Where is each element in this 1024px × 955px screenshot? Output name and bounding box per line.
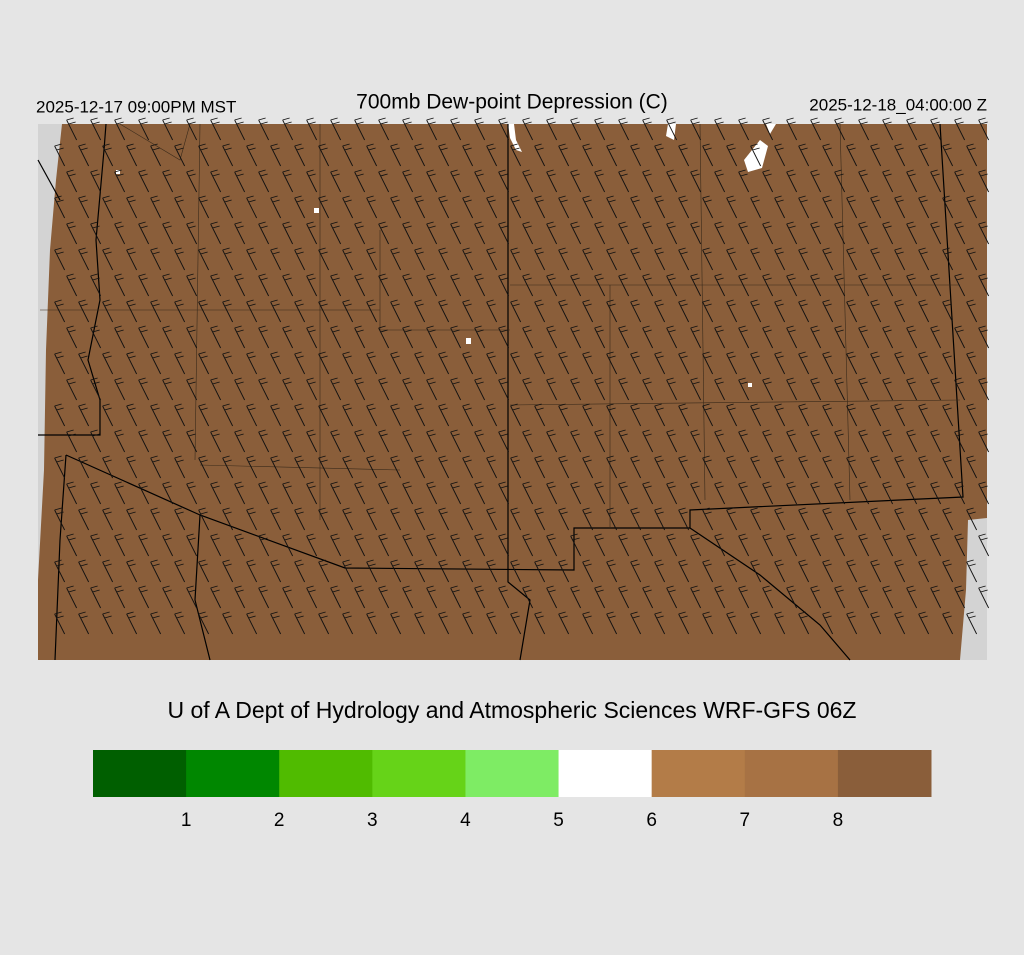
barb-set [54, 117, 990, 635]
colorbar-swatch [186, 750, 280, 797]
colorbar-swatch [279, 750, 373, 797]
local-time: 2025-12-17 09:00PM MST [36, 97, 236, 116]
colorbar: 1 2 3 4 5 6 7 8 [93, 750, 932, 831]
colorbar-tick-label: 8 [833, 810, 844, 831]
colorbar-swatch [465, 750, 560, 797]
colorbar-tick-label: 3 [367, 810, 378, 831]
colorbar-swatch [372, 750, 466, 797]
credit: U of A Dept of Hydrology and Atmospheric… [167, 697, 856, 723]
valid-time: 2025-12-18_04:00:00 Z [809, 95, 987, 114]
colorbar-swatch [651, 750, 746, 797]
colorbar-tick-label: 1 [181, 810, 192, 831]
dewpoint-field [38, 124, 987, 660]
colorbar-swatch [837, 750, 932, 797]
colorbar-swatch [744, 750, 839, 797]
colorbar-swatch [93, 750, 187, 797]
colorbar-tick-label: 5 [553, 810, 564, 831]
colorbar-tick-label: 4 [460, 810, 471, 831]
colorbar-tick-label: 2 [274, 810, 285, 831]
colorbar-tick-label: 6 [646, 810, 657, 831]
borders [37, 123, 964, 661]
map-title: 700mb Dew-point Depression (C) [356, 91, 668, 114]
wind-barbs [54, 117, 990, 635]
map [37, 117, 990, 661]
colorbar-tick-label: 7 [739, 810, 750, 831]
colorbar-swatch [558, 750, 653, 797]
